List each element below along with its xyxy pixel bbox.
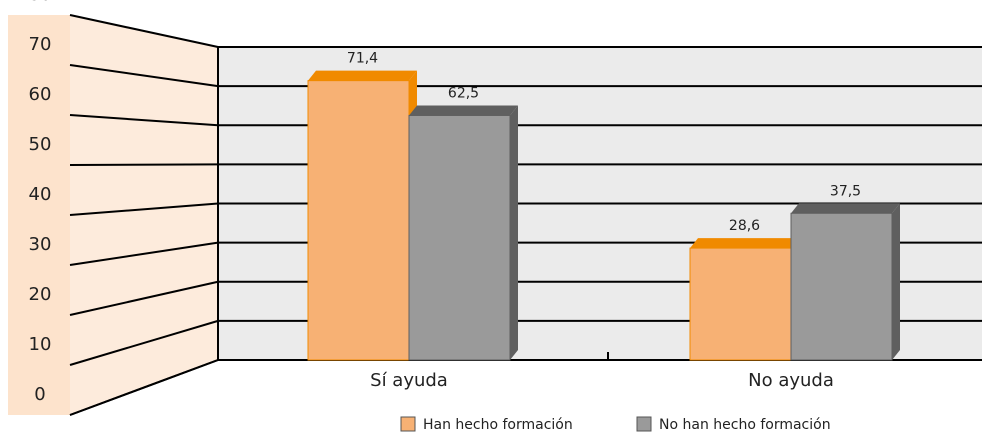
bar-top [690, 238, 799, 248]
value-label: 62,5 [448, 85, 479, 101]
bar-side [510, 105, 518, 360]
bar-top [409, 105, 518, 115]
side-grid-line [70, 164, 218, 165]
legend-label: No han hecho formación [659, 417, 831, 433]
x-tick-label: Sí ayuda [370, 370, 448, 391]
y-tick-label: 0 [34, 384, 45, 405]
bar [308, 81, 409, 360]
value-label: 71,4 [347, 51, 378, 67]
y-tick-label: 80 [29, 0, 52, 5]
value-label: 37,5 [830, 183, 861, 199]
y-tick-label: 50 [29, 134, 52, 155]
y-tick-label: 10 [29, 334, 52, 355]
legend: Han hecho formación No han hecho formació… [401, 417, 831, 433]
x-tick-label: No ayuda [748, 370, 834, 391]
bar-side [892, 203, 900, 360]
y-tick-label: 40 [29, 184, 52, 205]
legend-label: Han hecho formación [423, 417, 573, 433]
bar [791, 213, 892, 360]
y-tick-label: 60 [29, 84, 52, 105]
legend-swatch [637, 417, 651, 431]
bar-top [791, 203, 900, 213]
legend-swatch [401, 417, 415, 431]
value-label: 28,6 [729, 218, 760, 234]
bar [690, 248, 791, 360]
y-tick-label: 20 [29, 284, 52, 305]
y-tick-label: 70 [29, 34, 52, 55]
chart: 0 10 20 30 40 50 60 70 80 Sí ayuda 71,4 62,5 No ayu… [0, 0, 982, 435]
y-tick-label: 30 [29, 234, 52, 255]
bar [409, 115, 510, 360]
left-wall-edge [8, 15, 70, 415]
bar-top [308, 71, 417, 81]
